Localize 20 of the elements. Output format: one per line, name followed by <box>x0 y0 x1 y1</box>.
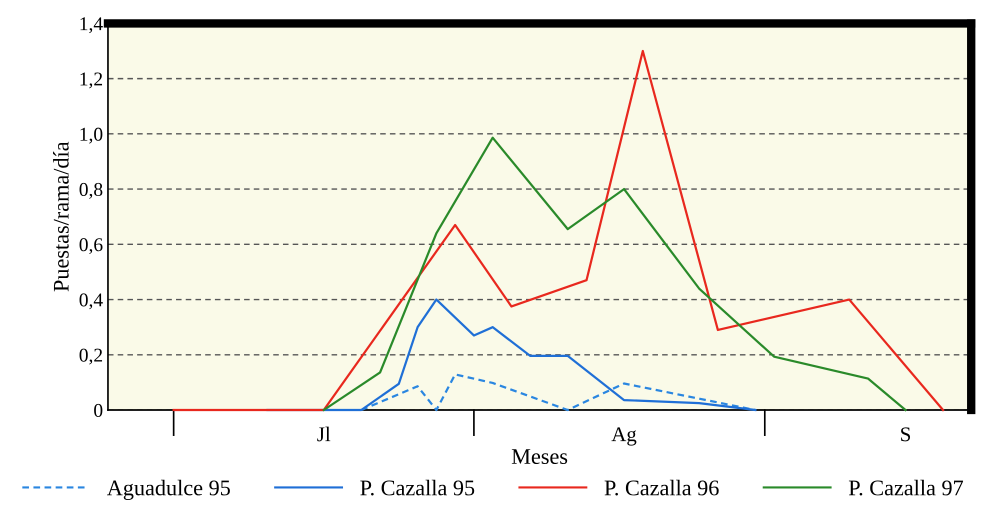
y-tick-label: 0,6 <box>80 238 103 254</box>
x-tick-label: Ag <box>612 427 636 446</box>
y-tick-label: 1,4 <box>80 17 103 34</box>
legend-label: P. Cazalla 97 <box>848 480 964 496</box>
line-series <box>322 136 907 412</box>
legend-label: P. Cazalla 96 <box>604 480 719 496</box>
y-tick-label: 0,8 <box>80 182 102 199</box>
y-axis-title: Puestas/rama/día <box>53 142 69 292</box>
line-series <box>360 373 757 412</box>
y-tick-label: 0,2 <box>80 348 102 365</box>
legend-label: P. Cazalla 95 <box>360 480 474 496</box>
legend-label: Aguadulce 95 <box>106 480 230 500</box>
y-tick-label: 0 <box>94 404 102 417</box>
x-tick-label: Jl <box>317 426 330 442</box>
x-tick-label: S <box>901 427 910 442</box>
y-tick-label: 1,2 <box>80 72 102 88</box>
x-axis-title: Meses <box>512 449 568 464</box>
y-tick-label: 0,4 <box>80 293 103 310</box>
line-series <box>172 50 944 412</box>
y-tick-label: 1,0 <box>80 128 102 144</box>
